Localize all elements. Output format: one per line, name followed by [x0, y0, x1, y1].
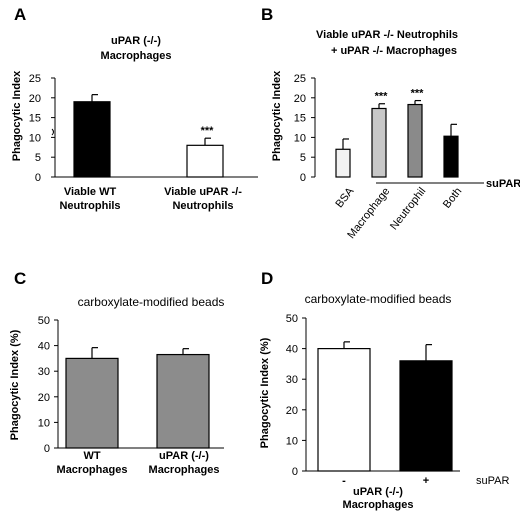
panel-b-bar	[335, 148, 351, 178]
panel-b-group-label: suPAR	[486, 178, 520, 190]
panel-d-y-tick-label: 0	[292, 466, 298, 478]
panel-a-title-line-1: uPAR (-/-)	[111, 35, 161, 47]
panel-label-b: B	[261, 5, 273, 24]
panel-a-category-2-line-2: Neutrophils	[172, 200, 233, 212]
panel-label-a: A	[14, 5, 26, 24]
panel-label-d: D	[261, 269, 273, 288]
panel-a-y-tick-label: 20	[29, 93, 41, 105]
panel-d-bar	[317, 348, 371, 472]
panel-b-y-tick-label: 15	[294, 113, 306, 125]
panel-c-title: carboxylate-modified beads	[78, 295, 225, 309]
panel-a-y-tick-label: 15	[29, 113, 41, 125]
panel-b-title-line-2: + uPAR -/- Macrophages	[331, 45, 457, 57]
panel-d-y-tick-label: 20	[286, 405, 298, 417]
panel-a-bar	[186, 144, 224, 178]
panel-b-category-neutrophil: Neutrophil	[388, 185, 428, 232]
panel-d-y-tick-label: 30	[286, 374, 298, 386]
panel-c-y-tick-label: 20	[38, 392, 50, 404]
panel-d-y-axis-label: Phagocytic Index (%)	[259, 337, 271, 448]
panel-b-category-both: Both	[441, 185, 464, 210]
panel-a-category-1-line-2: Neutrophils	[59, 200, 120, 212]
panel-c-plot: 0 10 20 30 40 50	[38, 315, 224, 455]
panel-d-bar	[399, 360, 453, 472]
panel-a-plot: 0 5 10 15 20 25 ***	[29, 73, 258, 184]
panel-a-category-2-line-1: Viable uPAR -/-	[164, 186, 242, 198]
panel-b-y-tick-label: 10	[294, 132, 306, 144]
panel-b-title-line-1: Viable uPAR -/- Neutrophils	[316, 29, 458, 41]
panel-d-y-tick-label: 50	[286, 313, 298, 325]
panel-d-category-minus: -	[342, 475, 346, 487]
panel-b-y-tick-label: 0	[300, 172, 306, 184]
panel-a-category-1-line-1: Viable WT	[64, 186, 117, 198]
panel-c-category-1-line-2: Macrophages	[57, 464, 128, 476]
panel-b-bar	[371, 107, 387, 178]
panel-d-plot: 0 10 20 30 40 50	[286, 313, 460, 478]
panel-c-y-tick-label: 10	[38, 417, 50, 429]
panel-a-y-tick-label: 0	[35, 172, 41, 184]
panel-b-bar	[443, 135, 459, 178]
panel-c-y-tick-label: 50	[38, 315, 50, 327]
panel-b-y-axis-label: Phagocytic Index	[271, 70, 283, 161]
panel-d-category-plus: +	[423, 475, 429, 487]
panel-b-category-bsa: BSA	[333, 185, 356, 210]
panel-b-bar	[407, 103, 423, 178]
panel-c-y-tick-label: 30	[38, 366, 50, 378]
panel-d-y-tick-label: 40	[286, 344, 298, 356]
panel-a-axis-break	[51, 128, 54, 136]
panel-a-y-tick-label: 10	[29, 132, 41, 144]
panel-b-y-tick-label: 25	[294, 73, 306, 85]
panel-d-y-tick-label: 10	[286, 435, 298, 447]
panel-c-category-1-line-1: WT	[83, 450, 100, 462]
panel-c-category-2-line-2: Macrophages	[149, 464, 220, 476]
panel-a-bar	[73, 101, 111, 178]
panel-b-y-tick-label: 5	[300, 152, 306, 164]
panel-b-significance-mark: ***	[375, 91, 389, 103]
panel-b-significance-mark: ***	[411, 88, 425, 100]
panel-d-row-label: suPAR	[476, 475, 509, 487]
panel-d-group-label-line-2: Macrophages	[343, 499, 414, 511]
panel-c-y-axis-label: Phagocytic Index (%)	[9, 329, 21, 440]
panel-c-bar	[65, 357, 119, 449]
panel-a-y-axis-label: Phagocytic Index	[11, 70, 23, 161]
panel-b-plot: 0 5 10 15 20 25 *** ***	[294, 73, 459, 184]
panel-c-bar	[156, 353, 210, 449]
panel-a-significance-mark: ***	[201, 125, 215, 137]
panel-c-y-tick-label: 0	[44, 443, 50, 455]
panel-a-y-tick-label: 25	[29, 73, 41, 85]
panel-a-y-tick-label: 5	[35, 152, 41, 164]
panel-a-title-line-2: Macrophages	[101, 50, 172, 62]
panel-d-title: carboxylate-modified beads	[305, 292, 452, 306]
panel-c-category-2-line-1: uPAR (-/-)	[159, 450, 209, 462]
panel-d-group-label-line-1: uPAR (-/-)	[353, 486, 403, 498]
panel-label-c: C	[14, 269, 26, 288]
panel-b-y-tick-label: 20	[294, 93, 306, 105]
panel-c-y-tick-label: 40	[38, 341, 50, 353]
